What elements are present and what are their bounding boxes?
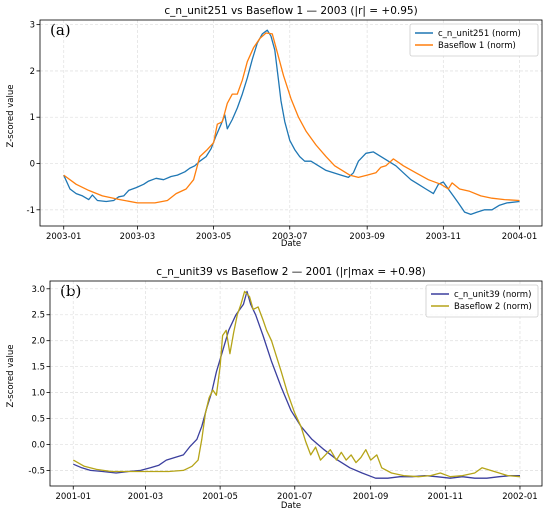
y-tick-label: 1.5	[31, 363, 45, 373]
x-tick-label: 2001-11	[428, 492, 464, 502]
chart-panel-b: c_n_unit39 vs Baseflow 2 — 2001 (|r|max …	[6, 266, 543, 511]
y-tick-label: 2.5	[31, 311, 45, 321]
series-line-1	[73, 290, 520, 479]
legend-label: c_n_unit39 (norm)	[454, 290, 531, 300]
x-tick-label: 2001-03	[128, 492, 164, 502]
y-tick-label: 0.0	[31, 440, 45, 450]
y-tick-label: 3	[30, 21, 35, 31]
legend-label: Baseflow 1 (norm)	[438, 41, 516, 51]
y-tick-label: -0.5	[28, 466, 45, 476]
y-tick-label: 2.0	[31, 337, 45, 347]
y-tick-label: 2	[30, 67, 35, 77]
x-tick-label: 2001-07	[277, 492, 313, 502]
x-tick-label: 2003-09	[349, 232, 385, 242]
x-tick-label: 2003-05	[196, 232, 232, 242]
y-tick-label: 0.5	[31, 415, 45, 425]
x-tick-label: 2002-01	[502, 492, 538, 502]
x-tick-label: 2001-09	[353, 492, 389, 502]
series-line-1	[63, 29, 520, 216]
series-line-2	[72, 290, 521, 478]
x-tick-label: 2001-05	[202, 492, 238, 502]
y-tick-label: 0	[30, 160, 35, 170]
x-tick-label: 2003-07	[272, 232, 308, 242]
grid	[40, 20, 542, 226]
x-tick-label: 2004-01	[502, 232, 538, 242]
legend-box	[425, 284, 539, 318]
y-axis-label: Z-scored value	[6, 85, 16, 148]
ticks: 2003-01 2003-03 2003-05 2003-07 2003-09 2003-…	[27, 21, 538, 242]
legend-box	[409, 23, 539, 57]
x-tick-label: 2003-01	[46, 232, 82, 242]
legend: c_n_unit39 (norm) Baseflow 2 (norm)	[425, 284, 539, 318]
series-line-2	[63, 32, 520, 204]
y-tick-label: 1	[30, 113, 35, 123]
panel-label: (b)	[60, 282, 81, 300]
plot-frame	[39, 19, 543, 227]
grid	[50, 281, 542, 486]
y-tick-label: 3.0	[31, 285, 45, 295]
panel-label: (a)	[50, 21, 71, 39]
y-tick-label: 1.0	[31, 389, 45, 399]
y-axis-label: Z-scored value	[6, 345, 16, 408]
legend: c_n_unit251 (norm) Baseflow 1 (norm)	[409, 23, 539, 57]
plot-frame	[49, 280, 543, 487]
legend-label: Baseflow 2 (norm)	[454, 302, 532, 312]
series-group	[63, 29, 520, 216]
x-tick-label: 2001-01	[55, 492, 91, 502]
chart-title: c_n_unit251 vs Baseflow 1 — 2003 (|r| = …	[164, 5, 417, 17]
x-axis-label: Date	[281, 239, 301, 249]
x-tick-label: 2003-11	[426, 232, 462, 242]
legend-label: c_n_unit251 (norm)	[438, 29, 521, 39]
ticks: 2001-01 2001-03 2001-05 2001-07 2001-09 2001-…	[28, 285, 537, 502]
x-tick-label: 2003-03	[120, 232, 156, 242]
chart-title: c_n_unit39 vs Baseflow 2 — 2001 (|r|max …	[156, 266, 426, 278]
x-axis-label: Date	[281, 501, 301, 511]
chart-panel-a: c_n_unit251 vs Baseflow 1 — 2003 (|r| = …	[6, 5, 543, 249]
y-tick-label: -1	[27, 206, 35, 216]
series-group	[72, 290, 521, 479]
